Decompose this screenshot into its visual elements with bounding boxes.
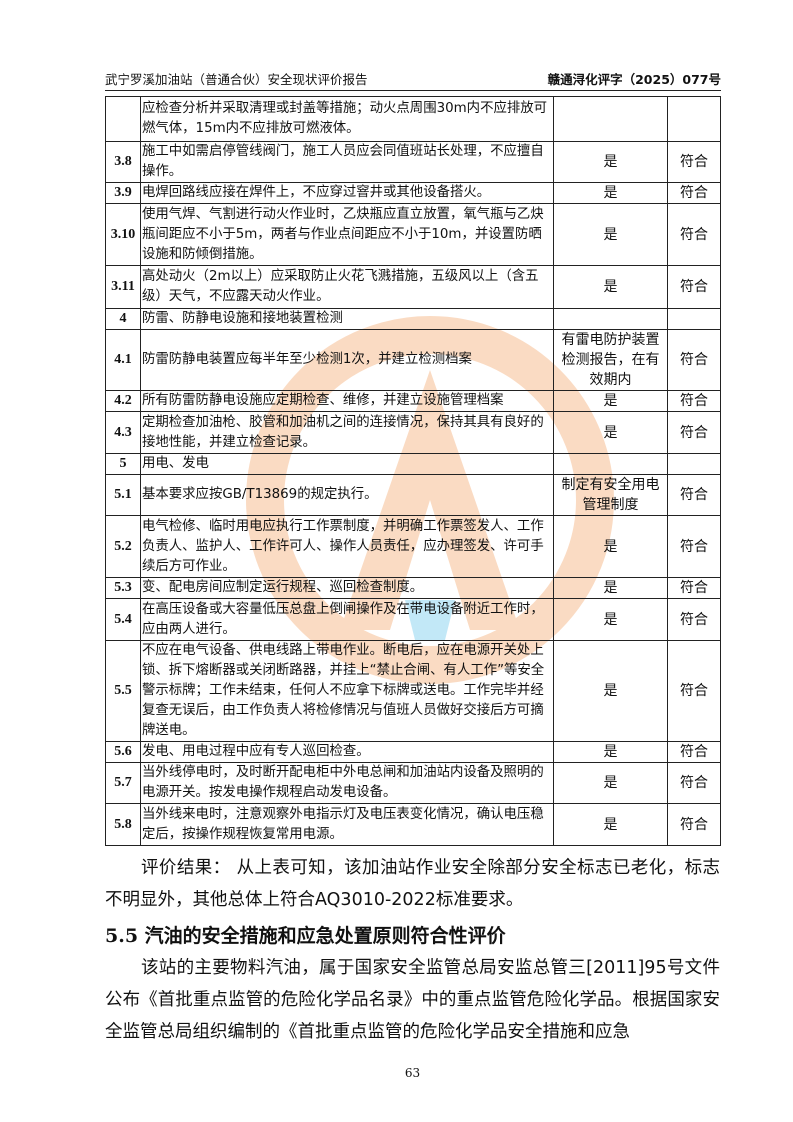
report-title: 武宁罗溪加油站（普通合伙）安全现状评价报告 xyxy=(105,72,368,87)
table-row: 5.1 基本要求应按GB/T13869的规定执行。 制定有安全用电管理制度 符合 xyxy=(105,474,721,516)
table-row: 5 用电、发电 xyxy=(105,453,721,475)
table-row: 5.6 发电、用电过程中应有专人巡回检查。是符合 xyxy=(105,741,721,763)
table-row: 5.5 不应在电气设备、供电线路上带电作业。断电后，应在电源开关处上锁、拆下熔断器… xyxy=(105,640,721,742)
requirement-text: 电气检修、临时用电应执行工作票制度，并明确工作票签发人、工作负责人、监护人、工作… xyxy=(140,515,554,578)
item-number xyxy=(105,96,141,142)
conclusion: 符合 xyxy=(667,182,721,204)
item-number: 4 xyxy=(105,308,141,330)
item-number: 5.1 xyxy=(105,474,141,516)
check-result: 是 xyxy=(553,203,668,266)
requirement-text: 不应在电气设备、供电线路上带电作业。断电后，应在电源开关处上锁、拆下熔断器或关闭… xyxy=(140,640,554,742)
item-number: 4.2 xyxy=(105,390,141,412)
check-result: 是 xyxy=(553,411,668,454)
item-number: 5.3 xyxy=(105,577,141,599)
conclusion xyxy=(667,453,721,475)
check-result: 是 xyxy=(553,182,668,204)
requirement-text: 防雷、防静电设施和接地装置检测 xyxy=(140,308,554,330)
conclusion: 符合 xyxy=(667,329,721,391)
check-result: 是 xyxy=(553,598,668,641)
item-number: 3.8 xyxy=(105,141,141,183)
item-number: 3.10 xyxy=(105,203,141,266)
page-number: 63 xyxy=(404,1066,421,1080)
conclusion: 符合 xyxy=(667,741,721,763)
check-result xyxy=(553,308,668,330)
conclusion: 符合 xyxy=(667,411,721,454)
check-result xyxy=(553,453,668,475)
requirement-text: 应检查分析并采取清理或封盖等措施；动火点周围30m内不应排放可燃气体，15m内不… xyxy=(140,96,554,142)
page-header: 武宁罗溪加油站（普通合伙）安全现状评价报告 赣通浔化评字（2025）077号 xyxy=(105,68,721,91)
check-result: 是 xyxy=(553,741,668,763)
check-result: 是 xyxy=(553,141,668,183)
table-row: 3.10 使用气焊、气割进行动火作业时，乙炔瓶应直立放置，氧气瓶与乙炔瓶间距应不小… xyxy=(105,203,721,266)
conclusion xyxy=(667,96,721,142)
report-number: 赣通浔化评字（2025）077号 xyxy=(547,72,721,87)
table-row: 5.2 电气检修、临时用电应执行工作票制度，并明确工作票签发人、工作负责人、监护人… xyxy=(105,515,721,578)
conclusion: 符合 xyxy=(667,762,721,804)
table-row: 3.9 电焊回路线应接在焊件上，不应穿过窨井或其他设备搭火。是符合 xyxy=(105,182,721,204)
check-result: 是 xyxy=(553,577,668,599)
item-number: 3.11 xyxy=(105,265,141,309)
conclusion: 符合 xyxy=(667,265,721,309)
item-number: 3.9 xyxy=(105,182,141,204)
conclusion: 符合 xyxy=(667,515,721,578)
conclusion: 符合 xyxy=(667,598,721,641)
table-row: 5.4 在高压设备或大容量低压总盘上倒闸操作及在带电设备附近工作时，应由两人进行。… xyxy=(105,598,721,641)
check-result: 是 xyxy=(553,265,668,309)
item-number: 5.8 xyxy=(105,803,141,846)
conclusion: 符合 xyxy=(667,141,721,183)
check-result: 是 xyxy=(553,803,668,846)
table-row: 3.8 施工中如需启停管线阀门，施工人员应会同值班站长处理，不应擅自操作。是符合 xyxy=(105,141,721,183)
conclusion: 符合 xyxy=(667,803,721,846)
item-number: 5 xyxy=(105,453,141,475)
item-number: 4.3 xyxy=(105,411,141,454)
check-result: 有雷电防护装置检测报告，在有效期内 xyxy=(553,329,668,391)
item-number: 4.1 xyxy=(105,329,141,391)
item-number: 5.4 xyxy=(105,598,141,641)
evaluation-table: 应检查分析并采取清理或封盖等措施；动火点周围30m内不应排放可燃气体，15m内不… xyxy=(105,96,721,846)
requirement-text: 当外线来电时，注意观察外电指示灯及电压表变化情况，确认电压稳定后，按操作规程恢复… xyxy=(140,803,554,846)
conclusion: 符合 xyxy=(667,390,721,412)
check-result: 是 xyxy=(553,515,668,578)
requirement-text: 用电、发电 xyxy=(140,453,554,475)
table-row: 5.7 当外线停电时，及时断开配电柜中外电总闸和加油站内设备及照明的电源开关。按发… xyxy=(105,762,721,804)
table-row: 5.3 变、配电房间应制定运行规程、巡回检查制度。是符合 xyxy=(105,577,721,599)
conclusion: 符合 xyxy=(667,640,721,742)
section-heading: 5.5 汽油的安全措施和应急处置原则符合性评价 xyxy=(105,925,506,947)
requirement-text: 变、配电房间应制定运行规程、巡回检查制度。 xyxy=(140,577,554,599)
item-number: 5.2 xyxy=(105,515,141,578)
requirement-text: 定期检查加油枪、胶管和加油机之间的连接情况，保持其具有良好的接地性能，并建立检查… xyxy=(140,411,554,454)
requirement-text: 基本要求应按GB/T13869的规定执行。 xyxy=(140,474,554,516)
table-row: 5.8 当外线来电时，注意观察外电指示灯及电压表变化情况，确认电压稳定后，按操作规… xyxy=(105,803,721,846)
conclusion: 符合 xyxy=(667,474,721,516)
table-row: 4.1 防雷防静电装置应每半年至少检测1次，并建立检测档案 有雷电防护装置检测报告，… xyxy=(105,329,721,391)
requirement-text: 所有防雷防静电设施应定期检查、维修，并建立设施管理档案 xyxy=(140,390,554,412)
requirement-text: 当外线停电时，及时断开配电柜中外电总闸和加油站内设备及照明的电源开关。按发电操作… xyxy=(140,762,554,804)
requirement-text: 防雷防静电装置应每半年至少检测1次，并建立检测档案 xyxy=(140,329,554,391)
item-number: 5.7 xyxy=(105,762,141,804)
table-row: 4.2 所有防雷防静电设施应定期检查、维修，并建立设施管理档案是符合 xyxy=(105,390,721,412)
item-number: 5.5 xyxy=(105,640,141,742)
evaluation-result: 评价结果： 从上表可知，该加油站作业安全除部分安全标志已老化，标志不明显外，其他… xyxy=(105,858,720,910)
check-result: 是 xyxy=(553,390,668,412)
check-result: 制定有安全用电管理制度 xyxy=(553,474,668,516)
requirement-text: 在高压设备或大容量低压总盘上倒闸操作及在带电设备附近工作时，应由两人进行。 xyxy=(140,598,554,641)
table-row: 4.3 定期检查加油枪、胶管和加油机之间的连接情况，保持其具有良好的接地性能，并建… xyxy=(105,411,721,454)
table-row: 4 防雷、防静电设施和接地装置检测 xyxy=(105,308,721,330)
conclusion: 符合 xyxy=(667,203,721,266)
conclusion xyxy=(667,308,721,330)
requirement-text: 电焊回路线应接在焊件上，不应穿过窨井或其他设备搭火。 xyxy=(140,182,554,204)
check-result: 是 xyxy=(553,640,668,742)
conclusion: 符合 xyxy=(667,577,721,599)
body-paragraph: 该站的主要物料汽油，属于国家安全监管总局安监总管三[2011]95号文件公布《首… xyxy=(105,958,720,1042)
check-result xyxy=(553,96,668,142)
requirement-text: 发电、用电过程中应有专人巡回检查。 xyxy=(140,741,554,763)
item-number: 5.6 xyxy=(105,741,141,763)
requirement-text: 施工中如需启停管线阀门，施工人员应会同值班站长处理，不应擅自操作。 xyxy=(140,141,554,183)
requirement-text: 使用气焊、气割进行动火作业时，乙炔瓶应直立放置，氧气瓶与乙炔瓶间距应不小于5m，… xyxy=(140,203,554,266)
check-result: 是 xyxy=(553,762,668,804)
requirement-text: 高处动火（2m以上）应采取防止火花飞溅措施，五级风以上（含五级）天气，不应露天动… xyxy=(140,265,554,309)
table-row: 应检查分析并采取清理或封盖等措施；动火点周围30m内不应排放可燃气体，15m内不… xyxy=(105,96,721,142)
table-row: 3.11 高处动火（2m以上）应采取防止火花飞溅措施，五级风以上（含五级）天气，不… xyxy=(105,265,721,309)
